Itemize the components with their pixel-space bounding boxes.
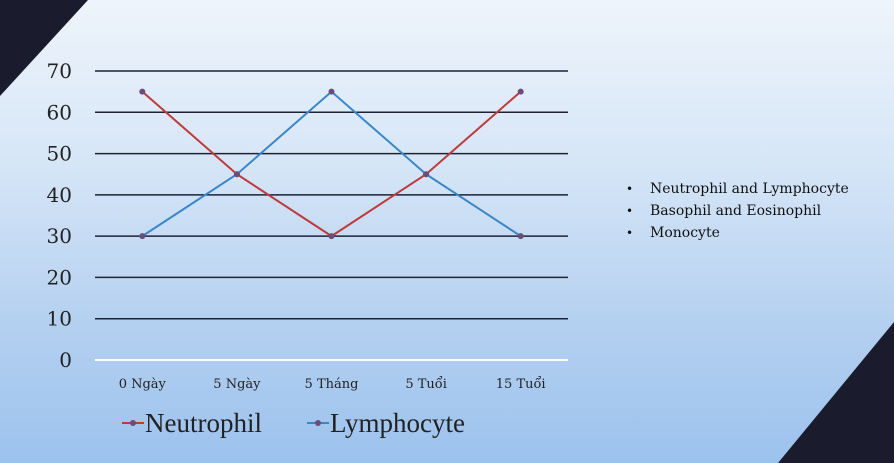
- bullet-item-basophil-eosinophil: Basophil and Eosinophil: [624, 200, 849, 222]
- y-tick-label: 50: [47, 142, 72, 166]
- y-tick-label: 70: [47, 59, 72, 83]
- legend-marker-neutrophil: [130, 420, 136, 426]
- x-tick-label: 5 Tuổi: [405, 376, 447, 392]
- series-line-lymphocyte: [141, 90, 522, 237]
- bullet-item-monocyte: Monocyte: [624, 222, 849, 244]
- y-tick-label: 20: [47, 265, 72, 289]
- bullet-item-neutrophil-lymphocyte: Neutrophil and Lymphocyte: [624, 178, 849, 200]
- x-tick-label: 5 Tháng: [305, 377, 359, 392]
- x-tick-label: 15 Tuổi: [496, 376, 546, 392]
- data-point-lymphocyte: [423, 171, 430, 178]
- legend-label-neutrophil: Neutrophil: [145, 408, 262, 438]
- y-tick-label: 30: [47, 224, 72, 248]
- data-point-neutrophil: [517, 88, 524, 95]
- y-tick-label: 60: [47, 100, 72, 124]
- data-point-lymphocyte: [517, 233, 524, 240]
- y-tick-label: 40: [47, 183, 72, 207]
- legend-label-lymphocyte: Lymphocyte: [330, 408, 465, 438]
- x-tick-label: 0 Ngày: [119, 377, 167, 392]
- data-point-lymphocyte: [139, 233, 146, 240]
- y-tick-label: 10: [47, 307, 72, 331]
- data-point-lymphocyte: [233, 171, 240, 178]
- legend-marker-lymphocyte: [315, 420, 321, 426]
- data-point-neutrophil: [139, 88, 146, 95]
- data-point-lymphocyte: [328, 88, 335, 95]
- series-line-neutrophil: [141, 90, 522, 238]
- y-tick-label: 0: [59, 348, 72, 372]
- bullet-list: Neutrophil and Lymphocyte Basophil and E…: [624, 178, 849, 244]
- x-tick-label: 5 Ngày: [213, 377, 261, 392]
- data-point-neutrophil: [328, 233, 335, 240]
